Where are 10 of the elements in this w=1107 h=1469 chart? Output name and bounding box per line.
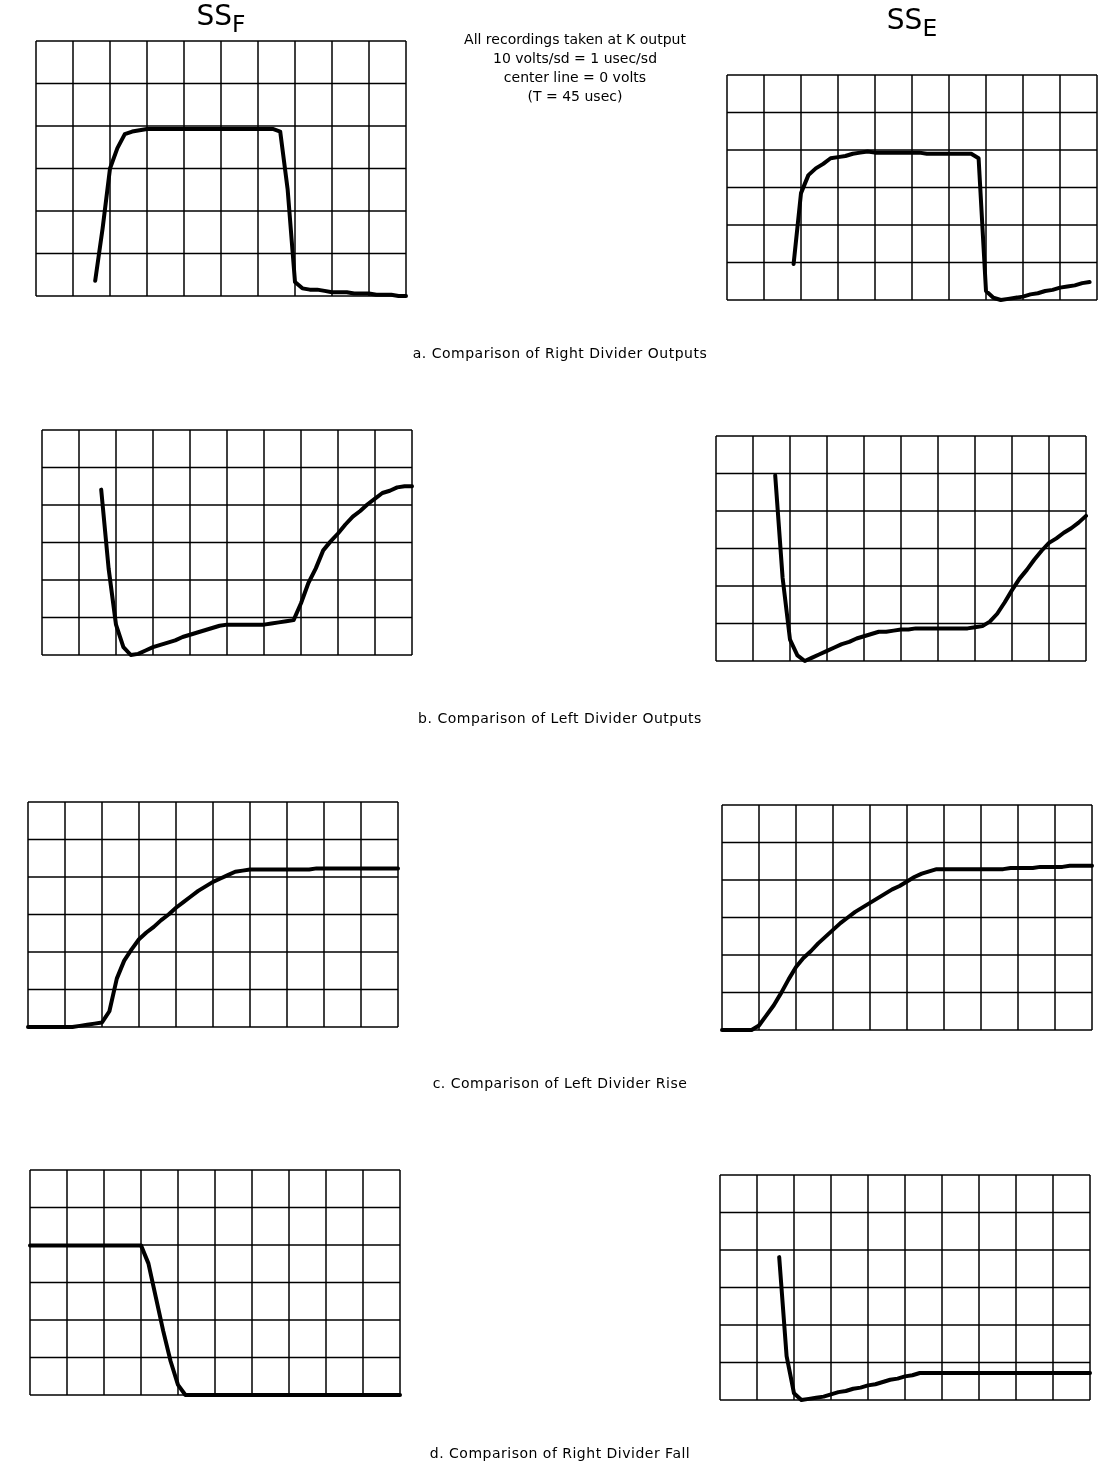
text: center line = 0 volts	[502, 68, 648, 87]
text: a. Comparison of Right Divider Outputs	[411, 345, 709, 361]
text: 10 volts/sd = 1 usec/sd	[491, 49, 659, 68]
text: (T = 45 usec)	[526, 87, 624, 106]
chart-title: SS$_{E}$	[885, 3, 939, 42]
text: d. Comparison of Right Divider Fall	[428, 1445, 692, 1461]
text: c. Comparison of Left Divider Rise	[431, 1075, 689, 1091]
text: All recordings taken at K output	[463, 30, 687, 49]
text: b. Comparison of Left Divider Outputs	[417, 710, 703, 726]
chart-title: SS$_{F}$	[195, 0, 247, 38]
